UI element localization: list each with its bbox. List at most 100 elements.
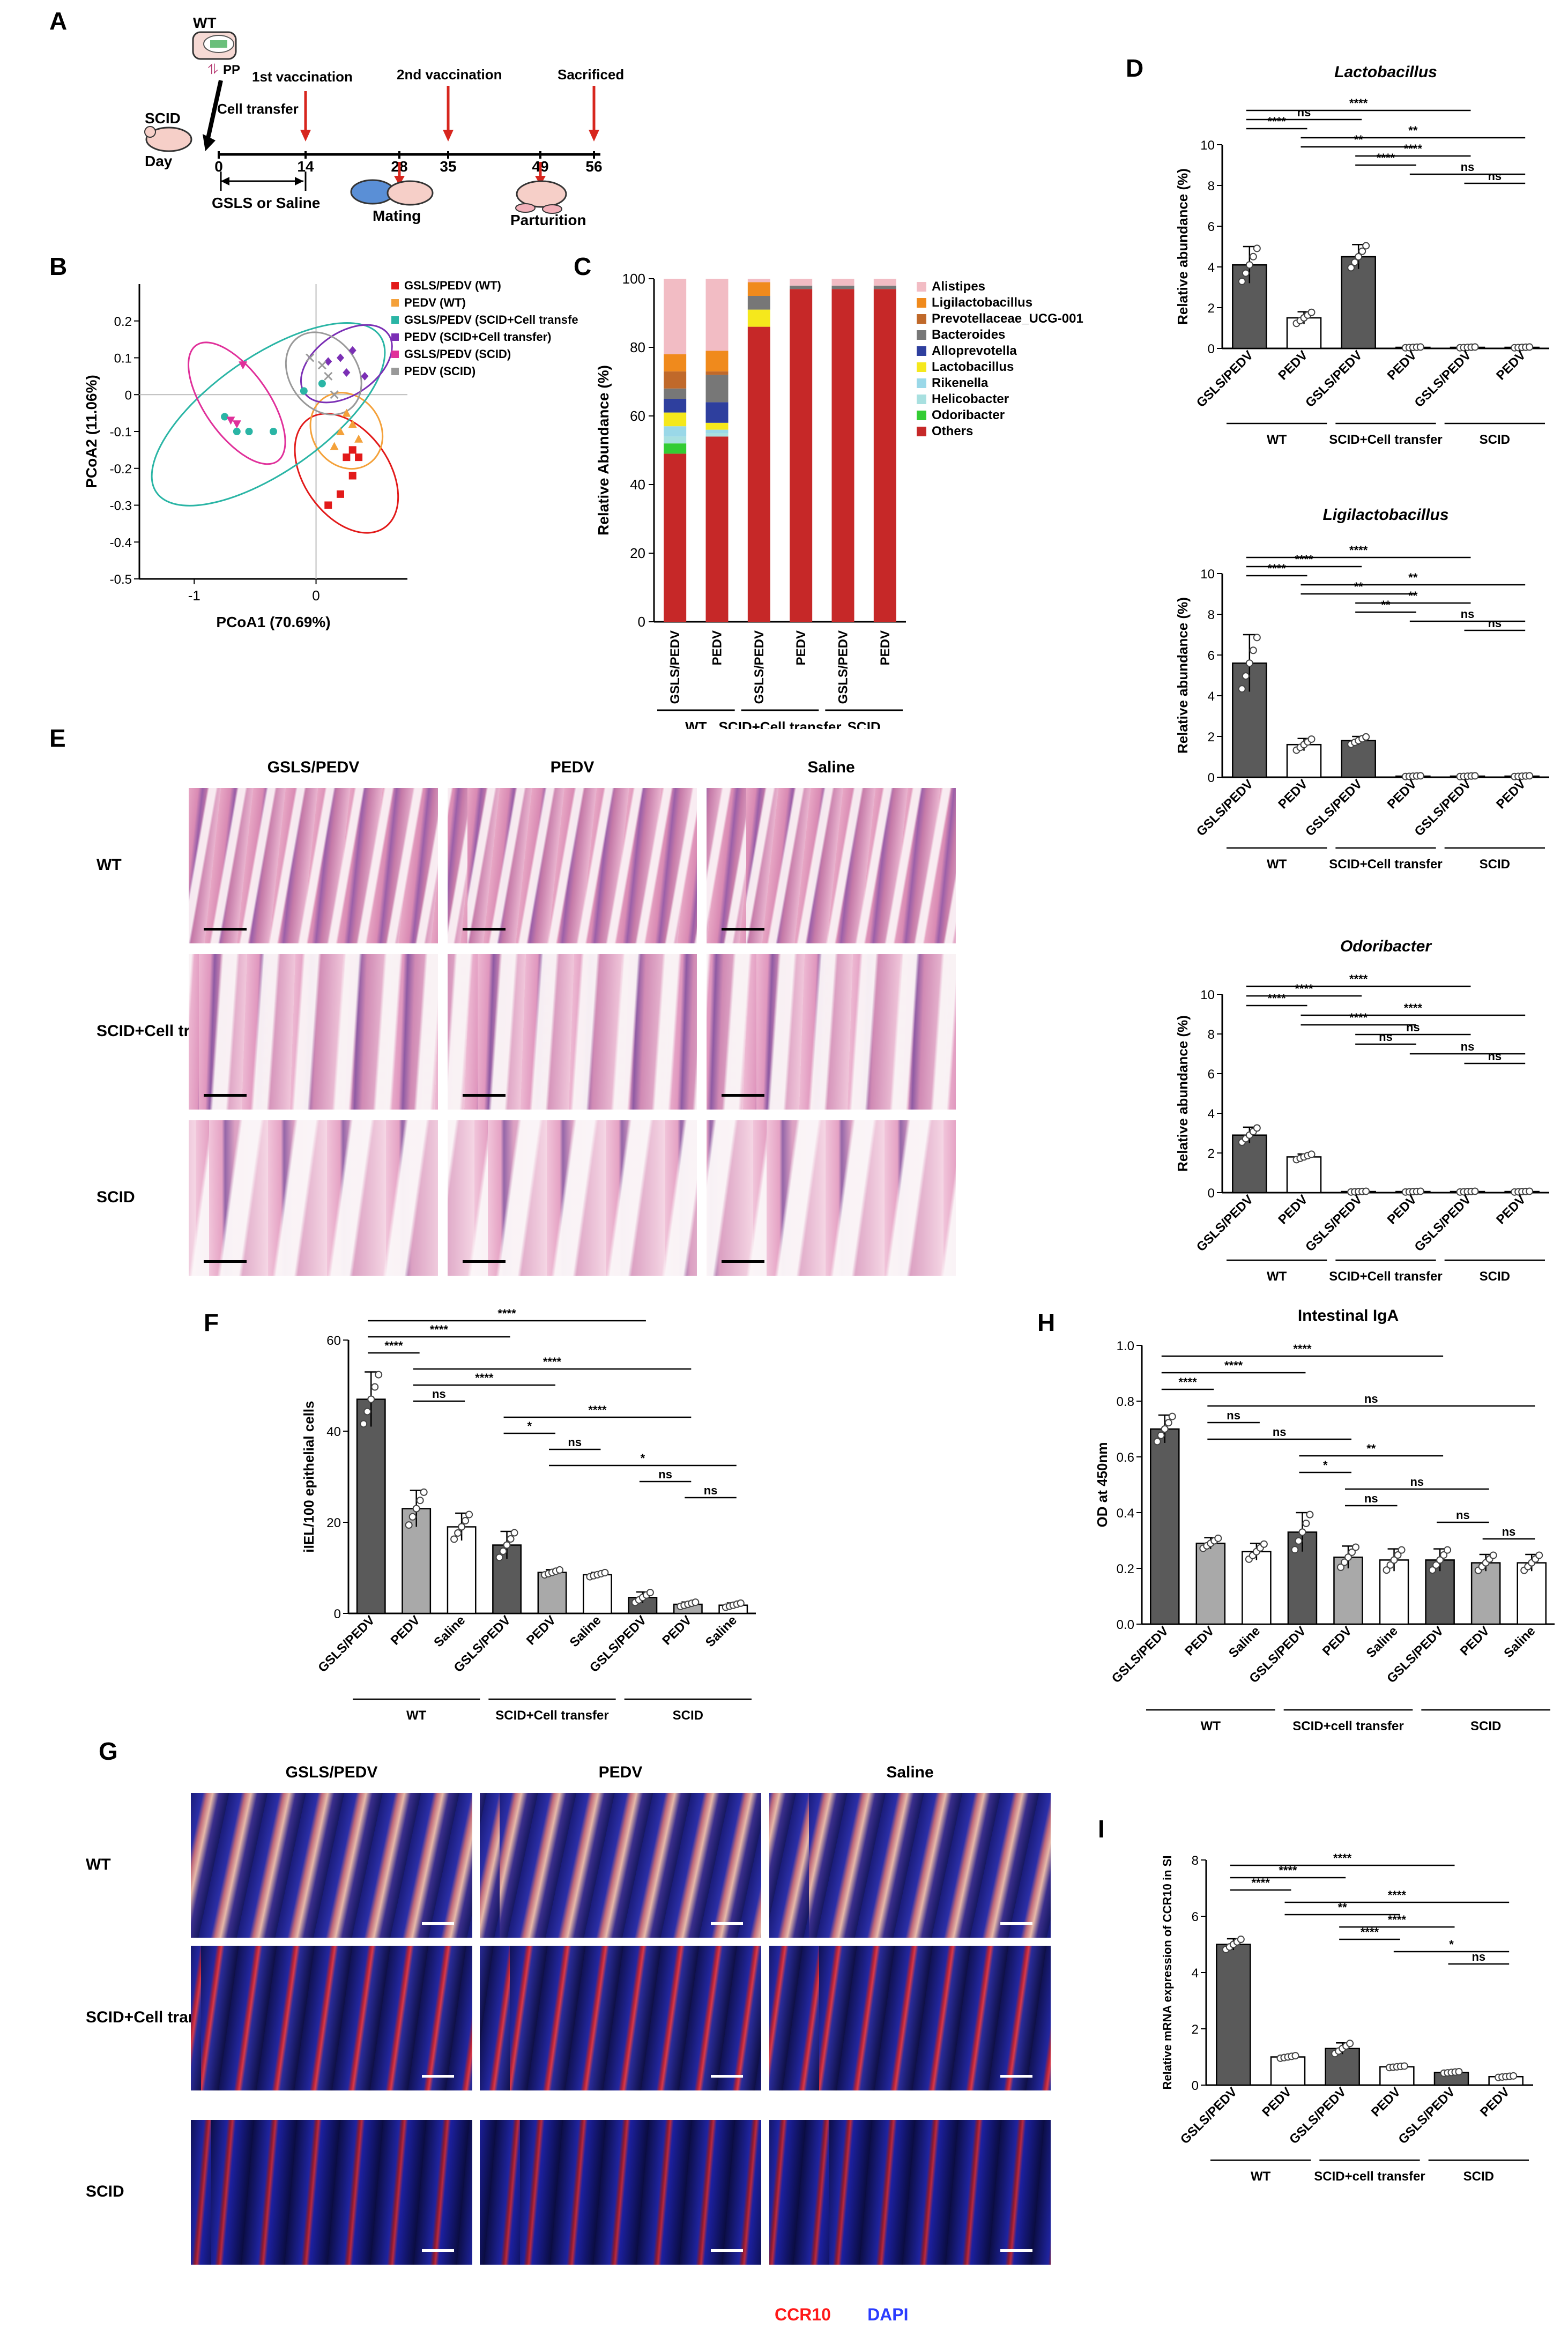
category-label: Saline xyxy=(567,1613,604,1650)
category-label: PEDV xyxy=(1385,777,1420,812)
stacked-bar-segment xyxy=(664,436,687,444)
data-dot xyxy=(1214,1534,1222,1542)
group-label: SCID+Cell transfer xyxy=(1329,857,1442,872)
data-dot xyxy=(1249,252,1257,261)
y-tick-label: 6 xyxy=(1192,1910,1199,1924)
significance-label: ns xyxy=(1410,1475,1424,1489)
category-label: GSLS/PEDV xyxy=(1194,1192,1256,1254)
significance-label: ** xyxy=(1366,1442,1376,1455)
significance-label: * xyxy=(1323,1459,1328,1472)
stacked-bar-segment xyxy=(664,279,687,354)
significance-label: **** xyxy=(1349,96,1368,110)
bar xyxy=(1341,256,1376,349)
category-label: PEDV xyxy=(1275,1192,1310,1227)
category-label: PEDV xyxy=(1259,2085,1294,2119)
data-dot xyxy=(1238,277,1246,285)
significance-label: **** xyxy=(1349,544,1368,557)
scatter-point xyxy=(337,490,344,498)
category-label: GSLS/PEDV xyxy=(1287,2085,1349,2147)
category-label: GSLS/PEDV xyxy=(1412,348,1474,410)
category-label: PEDV xyxy=(1493,1192,1528,1227)
scatter-point xyxy=(337,353,344,362)
significance-label: ns xyxy=(432,1387,446,1401)
significance-label: ** xyxy=(1381,598,1391,612)
significance-label: ns xyxy=(1297,106,1311,119)
second-vaccination-arrowhead xyxy=(443,130,454,142)
legend-entry: PEDV (WT) xyxy=(404,296,466,309)
significance-label: ** xyxy=(1354,580,1364,593)
legend-iga: IgA xyxy=(835,2305,863,2324)
category-label: PEDV xyxy=(524,1613,559,1648)
data-dot xyxy=(556,1566,563,1574)
micrograph-tile xyxy=(480,1793,761,1938)
data-dot xyxy=(1242,269,1250,277)
y-tick-label: 4 xyxy=(1208,1107,1215,1121)
transfer-arrowhead xyxy=(203,134,215,151)
scale-bar xyxy=(722,1094,764,1097)
scatter-point xyxy=(354,434,363,443)
category-label: PEDV xyxy=(1385,348,1420,383)
y-axis-label: PCoA2 (11.06%) xyxy=(83,375,100,488)
y-axis-label: OD at 450nm xyxy=(1094,1442,1110,1528)
x-tick-label: -1 xyxy=(188,587,200,604)
stacked-bar-segment xyxy=(664,354,687,371)
group-label: SCID+cell transfer xyxy=(1314,2169,1425,2184)
data-dot xyxy=(1432,1561,1440,1569)
significance-label: ns xyxy=(1456,1508,1470,1522)
y-tick-label: 0.2 xyxy=(1117,1562,1134,1576)
scatter-point xyxy=(361,371,369,381)
pp-marks-icon: ⥮ xyxy=(208,61,218,77)
transfer-arrow xyxy=(206,80,223,139)
category-label: GSLS/PEDV xyxy=(1303,348,1365,410)
scatter-point xyxy=(300,387,308,395)
scale-bar xyxy=(463,1094,506,1097)
y-tick-label: 4 xyxy=(1208,261,1215,275)
significance-label: **** xyxy=(1279,1864,1297,1877)
data-dot xyxy=(1168,1412,1176,1420)
y-tick-label: 8 xyxy=(1208,179,1215,194)
y-tick-label: 8 xyxy=(1208,1028,1215,1042)
scale-bar xyxy=(1000,2075,1032,2078)
data-dot xyxy=(1416,343,1424,351)
parturition-mice-icon xyxy=(515,180,567,214)
scatter-point xyxy=(355,453,363,462)
data-dot xyxy=(1238,685,1246,693)
panel-letter-i: I xyxy=(1098,1815,1105,1843)
scatter-point xyxy=(318,379,326,388)
y-tick-label: 10 xyxy=(1200,138,1215,153)
day-labels: 01428354956 xyxy=(214,158,602,175)
significance-label: **** xyxy=(1404,1001,1423,1015)
y-axis-label: Relative abundance (%) xyxy=(1175,597,1191,754)
significance-label: **** xyxy=(1293,1342,1312,1356)
data-dot xyxy=(1390,1556,1398,1564)
legend-swatch xyxy=(917,378,926,388)
data-dot xyxy=(450,1535,458,1543)
data-dot xyxy=(1471,343,1479,351)
scale-bar xyxy=(204,1260,247,1263)
stacked-bar-segment xyxy=(705,375,729,403)
stacked-bar-segment xyxy=(705,402,729,423)
data-dot xyxy=(454,1529,462,1537)
data-dot xyxy=(1295,1537,1303,1545)
bar xyxy=(1232,1134,1267,1194)
y-tick-label: 20 xyxy=(630,545,645,561)
group-label: SCID+cell transfer xyxy=(1292,1719,1403,1733)
micrograph-tile xyxy=(480,1946,761,2090)
stacked-bar-segment xyxy=(705,371,729,375)
pcoa-scatter-panel-b: 0.2 0.1 0 -0.1 -0.2 -0.3 -0.4 -0.5 -1 0 PCoA1 (70.… xyxy=(83,279,579,630)
category-label: PEDV xyxy=(1493,348,1528,383)
legend-entry: Prevotellaceae_UCG-001 xyxy=(932,311,1083,326)
significance-label: **** xyxy=(1333,1851,1352,1865)
micrograph-tile xyxy=(191,1946,472,2090)
significance-label: **** xyxy=(543,1355,562,1368)
category-label: GSLS/PEDV xyxy=(1109,1624,1171,1686)
data-dot xyxy=(737,1599,745,1607)
data-dot xyxy=(1526,343,1534,351)
scatter-point xyxy=(245,428,253,435)
data-dot xyxy=(1436,1556,1444,1564)
data-dot xyxy=(458,1523,466,1531)
data-dot xyxy=(1400,2062,1408,2070)
scatter-point xyxy=(221,413,229,421)
stacked-bar-segment xyxy=(790,285,813,289)
